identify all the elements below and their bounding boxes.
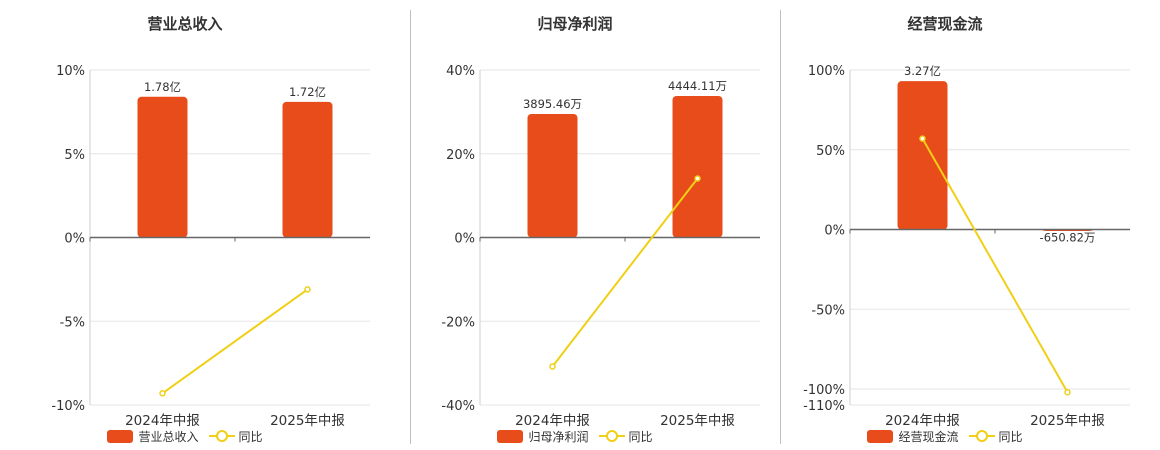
yoy-point [919,135,926,142]
bar [897,81,948,230]
x-tick-label: 2025年中报 [270,413,345,429]
bar-value-label: 3.27亿 [904,64,941,78]
x-tick-label: 2025年中报 [1030,413,1105,429]
legend-bar-swatch [867,429,894,443]
chart-svg-operating-cash-flow: 100% 50% 0% -50% -100%-110% 3.27亿 -650.82万 2024… [803,64,1130,429]
y-tick-label: 0% [64,232,85,247]
bar [137,96,188,238]
legend-line-swatch [598,429,625,443]
y-tick-label: -40% [441,399,475,414]
chart-legend: 营业总收入 同比 [0,427,370,445]
y-tick-label: 20% [446,148,475,163]
panel-divider [780,10,781,444]
yoy-point [159,390,166,397]
chart-svg-net-profit: 40% 20% 0% -20% -40% 3895.46万 4444.11万 2024年中报 2… [441,64,760,429]
y-tick-label: 0% [824,224,845,239]
bar-value-label: 4444.11万 [668,79,727,93]
chart-svg-revenue: 10% 5% 0% -5% -10% 1.78亿 1.72亿 2024年中报 2025年中报 [51,64,370,429]
y-tick-label: -110% [803,399,845,414]
x-tick-label: 2025年中报 [660,413,735,429]
bar-value-label: 1.72亿 [289,85,326,99]
x-tick-label: 2024年中报 [125,413,200,429]
y-tick-label: -5% [60,315,85,330]
yoy-line [551,177,699,368]
yoy-line [921,138,1069,393]
bar [282,101,333,238]
y-tick-label: -50% [811,303,845,318]
bar [527,113,578,238]
legend-line-label: 同比 [238,429,263,444]
y-tick-label: 0% [454,232,475,247]
yoy-point [549,363,556,370]
legend-bar-label: 营业总收入 [138,429,199,444]
chart-panel-net-profit: 归母净利润 40% 20% 0% -20% -40% 3895.46万 4444.11万 20… [390,0,760,450]
legend-line-label: 同比 [628,429,653,444]
y-tick-label: 100% [808,64,845,79]
legend-line-swatch [208,429,235,443]
y-tick-label: 10% [56,64,85,79]
legend-bar-label: 经营现金流 [898,429,959,444]
legend-bar-swatch [107,429,134,443]
y-tick-label: 40% [446,64,475,79]
legend-line-label: 同比 [998,429,1023,444]
bar [672,95,723,238]
chart-legend: 经营现金流 同比 [760,427,1130,445]
chart-title: 营业总收入 [147,15,223,33]
y-tick-label: -20% [441,315,475,330]
chart-panel-revenue: 营业总收入 10% 5% 0% -5% -10% 1.78亿 1.72亿 2024年中报 202… [0,0,370,450]
y-tick-label: -10% [51,399,85,414]
bar-value-label: -650.82万 [1040,231,1096,245]
y-tick-label: -100% [803,383,845,398]
x-tick-label: 2024年中报 [515,413,590,429]
legend-bar-label: 归母净利润 [528,429,589,444]
chart-legend: 归母净利润 同比 [390,427,760,445]
bar-value-label: 3895.46万 [523,97,582,111]
y-tick-label: 50% [816,144,845,159]
y-tick-label: 5% [64,148,85,163]
chart-title: 归母净利润 [537,15,613,33]
yoy-line [161,288,309,395]
chart-title: 经营现金流 [907,15,983,33]
yoy-point [694,175,701,182]
x-tick-label: 2024年中报 [885,413,960,429]
yoy-point [1064,388,1071,396]
yoy-point [304,286,311,293]
panel-divider [410,10,411,444]
legend-line-swatch [968,429,995,443]
chart-panel-operating-cash-flow: 经营现金流 100% 50% 0% -50% -100% -110% 3.27亿 -650.8… [760,0,1130,450]
legend-bar-swatch [497,429,524,443]
bar-value-label: 1.78亿 [144,80,181,94]
